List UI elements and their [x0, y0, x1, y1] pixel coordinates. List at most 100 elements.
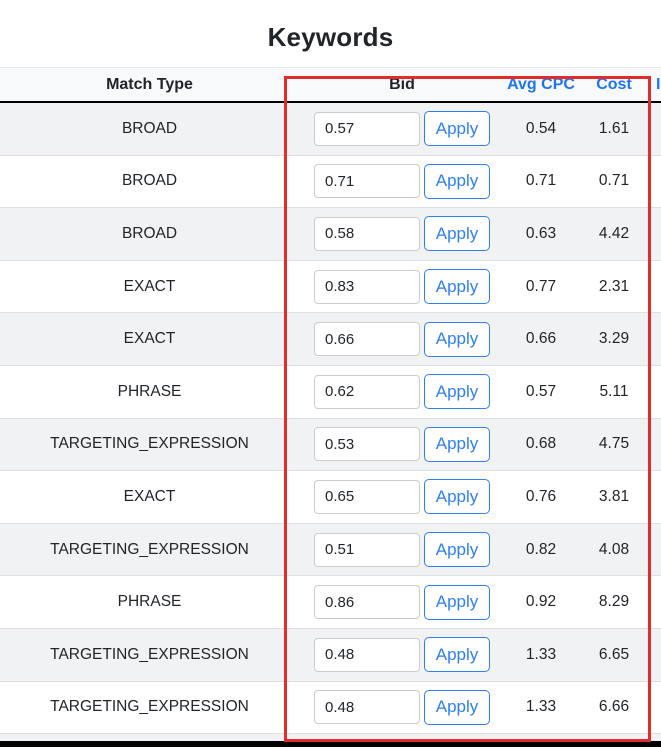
cost-value: 6.65	[598, 645, 630, 663]
match-type-cell: EXACT	[0, 278, 287, 296]
cost-value: 5.11	[599, 382, 629, 400]
bottom-black-bar	[0, 741, 661, 747]
bid-cell: Apply	[287, 479, 507, 515]
apply-button[interactable]: Apply	[424, 479, 490, 515]
match-type-label: PHRASE	[117, 382, 182, 400]
bid-input[interactable]	[314, 532, 420, 567]
apply-button[interactable]: Apply	[424, 374, 490, 410]
table-row: BROAD Apply 0.63 4.42	[0, 208, 661, 261]
cost-value: 4.08	[598, 540, 630, 558]
table-header-row: Match Type Bid Avg CPC Cost I	[0, 67, 661, 103]
apply-button[interactable]: Apply	[424, 637, 490, 673]
apply-button[interactable]: Apply	[424, 216, 490, 252]
column-header-avg-cpc[interactable]: Avg CPC	[507, 75, 575, 93]
bid-cell: Apply	[287, 584, 507, 620]
match-type-label: TARGETING_EXPRESSION	[50, 435, 249, 453]
avg-cpc-value: 0.92	[525, 593, 557, 611]
table-row: BROAD Apply 0.71 0.71	[0, 155, 661, 209]
match-type-cell: BROAD	[0, 225, 287, 243]
table-row: TARGETING_EXPRESSION Apply 1.33 6.65	[0, 628, 661, 682]
match-type-cell: PHRASE	[0, 593, 287, 611]
page-title: Keywords	[267, 22, 394, 52]
bid-cell: Apply	[287, 374, 507, 410]
bid-input[interactable]	[314, 479, 420, 514]
column-header-next-cutoff: I	[656, 75, 661, 93]
match-type-cell: PHRASE	[0, 383, 287, 401]
table-row: EXACT Apply 0.76 3.81	[0, 471, 661, 524]
bid-cell: Apply	[287, 637, 507, 673]
match-type-cell: TARGETING_EXPRESSION	[0, 646, 287, 664]
avg-cpc-value: 0.82	[525, 540, 557, 558]
avg-cpc-value: 0.63	[525, 224, 557, 242]
match-type-cell: EXACT	[0, 330, 287, 348]
apply-button[interactable]: Apply	[424, 689, 490, 725]
bid-input[interactable]	[314, 164, 420, 199]
avg-cpc-value: 0.54	[525, 119, 557, 137]
bid-input[interactable]	[314, 269, 420, 304]
table-row: PHRASE Apply 0.57 5.11	[0, 365, 661, 419]
match-type-cell: BROAD	[0, 120, 287, 138]
bid-cell: Apply	[287, 163, 507, 199]
cost-value: 3.29	[598, 330, 630, 348]
bid-input[interactable]	[314, 111, 420, 146]
apply-button[interactable]: Apply	[424, 111, 490, 147]
cost-value: 3.81	[598, 487, 630, 505]
bid-input[interactable]	[314, 690, 420, 725]
column-header-match-type: Match Type	[106, 75, 193, 93]
apply-button[interactable]: Apply	[424, 321, 490, 357]
match-type-label: TARGETING_EXPRESSION	[50, 698, 249, 716]
avg-cpc-value: 1.33	[525, 645, 557, 663]
apply-button[interactable]: Apply	[424, 426, 490, 462]
avg-cpc-value: 0.77	[525, 277, 557, 295]
bid-cell: Apply	[287, 426, 507, 462]
match-type-label: TARGETING_EXPRESSION	[50, 645, 249, 663]
match-type-label: BROAD	[121, 119, 178, 137]
apply-button[interactable]: Apply	[424, 584, 490, 620]
cost-value: 0.71	[598, 172, 630, 190]
keywords-table: Match Type Bid Avg CPC Cost I BROAD Appl…	[0, 67, 661, 743]
bid-input[interactable]	[314, 427, 420, 462]
bid-cell: Apply	[287, 111, 507, 147]
match-type-label: EXACT	[123, 487, 176, 505]
bid-input[interactable]	[314, 374, 420, 409]
avg-cpc-value: 0.57	[525, 382, 557, 400]
cost-value: 1.61	[598, 119, 630, 137]
bid-cell: Apply	[287, 689, 507, 725]
bid-input[interactable]	[314, 585, 420, 620]
cost-value: 4.42	[598, 224, 630, 242]
bid-input[interactable]	[314, 637, 420, 672]
table-row: EXACT Apply 0.77 2.31	[0, 260, 661, 314]
bid-cell: Apply	[287, 532, 507, 568]
table-row: PHRASE Apply 0.92 8.29	[0, 576, 661, 629]
table-row: BROAD Apply 0.54 1.61	[0, 103, 661, 156]
bid-input[interactable]	[314, 322, 420, 357]
match-type-cell: TARGETING_EXPRESSION	[0, 698, 287, 716]
match-type-cell: TARGETING_EXPRESSION	[0, 541, 287, 559]
table-row: TARGETING_EXPRESSION Apply 0.82 4.08	[0, 523, 661, 577]
avg-cpc-value: 0.71	[525, 172, 557, 190]
column-header-bid: Bid	[389, 75, 415, 93]
next-row-stub	[0, 734, 661, 743]
bid-cell: Apply	[287, 321, 507, 357]
match-type-label: EXACT	[123, 277, 176, 295]
apply-button[interactable]: Apply	[424, 269, 490, 305]
apply-button[interactable]: Apply	[424, 532, 490, 568]
cost-value: 2.31	[598, 277, 630, 295]
apply-button[interactable]: Apply	[424, 163, 490, 199]
column-header-cost[interactable]: Cost	[596, 75, 632, 93]
avg-cpc-value: 0.76	[525, 487, 557, 505]
match-type-label: EXACT	[123, 330, 176, 348]
bid-input[interactable]	[314, 216, 420, 251]
table-body: BROAD Apply 0.54 1.61 BROAD Apply 0.71 0…	[0, 103, 661, 735]
avg-cpc-value: 1.33	[525, 698, 557, 716]
match-type-cell: TARGETING_EXPRESSION	[0, 435, 287, 453]
bid-cell: Apply	[287, 269, 507, 305]
avg-cpc-value: 0.66	[525, 330, 557, 348]
bid-cell: Apply	[287, 216, 507, 252]
cost-value: 8.29	[598, 593, 630, 611]
table-row: TARGETING_EXPRESSION Apply 1.33 6.66	[0, 681, 661, 735]
cost-value: 4.75	[598, 435, 630, 453]
avg-cpc-value: 0.68	[525, 435, 557, 453]
match-type-label: PHRASE	[117, 593, 182, 611]
match-type-label: BROAD	[121, 224, 178, 242]
